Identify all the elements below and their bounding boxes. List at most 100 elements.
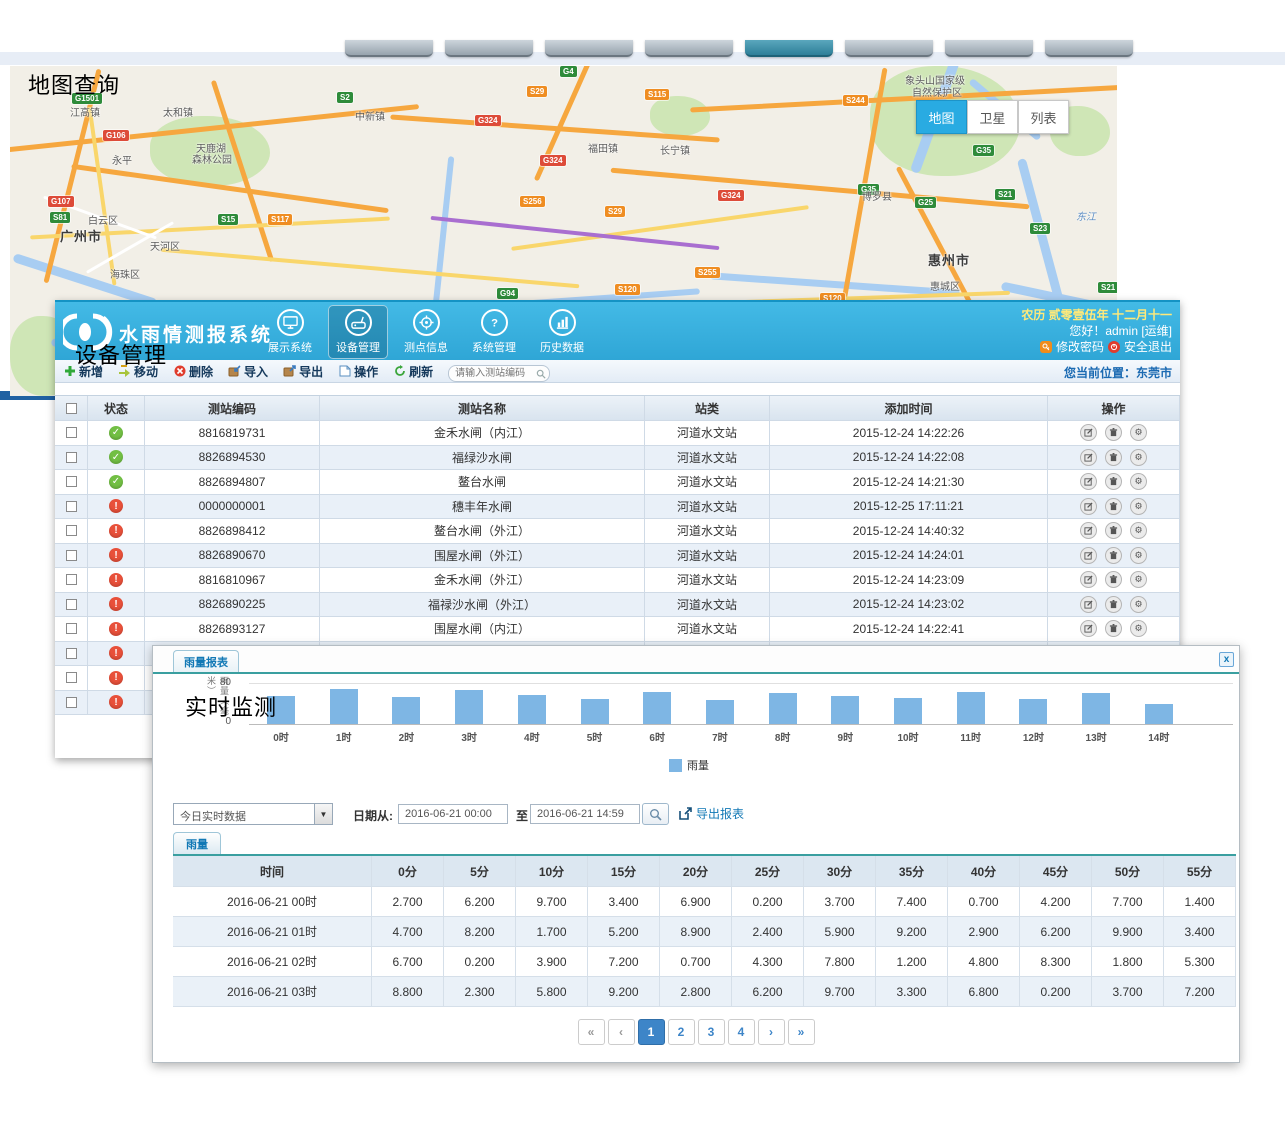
date-from-input[interactable]	[398, 804, 508, 824]
nav-item-测点信息[interactable]: 测点信息	[396, 305, 456, 359]
nav-item-设备管理[interactable]: 设备管理	[328, 305, 388, 359]
road-shield: S244	[843, 95, 868, 106]
close-icon[interactable]: x	[1219, 652, 1234, 667]
row-checkbox[interactable]	[65, 696, 77, 708]
delete-trash-icon[interactable]	[1105, 448, 1122, 466]
map-type-button-列表[interactable]: 列表	[1018, 100, 1069, 134]
page-nav-button[interactable]: »	[787, 1019, 815, 1045]
toolbar-删除-button[interactable]: 删除	[173, 363, 213, 380]
road-shield: S120	[615, 284, 640, 295]
page-nav-button[interactable]: ›	[757, 1019, 785, 1045]
row-checkbox[interactable]	[65, 525, 77, 537]
park-area	[650, 96, 710, 136]
bar-1时	[329, 688, 358, 724]
status-error-icon: !	[109, 621, 123, 636]
search-button[interactable]	[642, 803, 669, 825]
delete-trash-icon[interactable]	[1105, 522, 1122, 540]
edit-icon[interactable]	[1080, 620, 1097, 638]
settings-gear-icon[interactable]: ⚙	[1130, 497, 1147, 515]
settings-gear-icon[interactable]: ⚙	[1130, 620, 1147, 638]
edit-icon[interactable]	[1080, 473, 1097, 491]
row-checkbox[interactable]	[65, 549, 77, 561]
select-all-checkbox[interactable]	[65, 402, 77, 414]
user-greeting: 您好！admin [运维]	[1069, 324, 1172, 338]
nav-item-展示系统[interactable]: 展示系统	[260, 305, 320, 359]
y-tick-min: 0	[225, 716, 231, 727]
tab-rainfall-report[interactable]: 雨量报表	[173, 650, 239, 672]
row-checkbox[interactable]	[65, 476, 77, 488]
page-nav-button[interactable]: «	[577, 1019, 605, 1045]
row-checkbox[interactable]	[65, 598, 77, 610]
edit-icon[interactable]	[1080, 595, 1097, 613]
edit-icon[interactable]	[1080, 522, 1097, 540]
sub-tab-rainfall[interactable]: 雨量	[173, 832, 221, 854]
delete-trash-icon[interactable]	[1105, 620, 1122, 638]
map-type-button-地图[interactable]: 地图	[916, 100, 967, 134]
search-icon[interactable]	[536, 366, 546, 384]
toolbar-新增-button[interactable]: 新增	[63, 363, 103, 380]
settings-gear-icon[interactable]: ⚙	[1130, 546, 1147, 564]
realtime-monitor-window: 雨量报表 x 雨量（毫米） 80 0 0时 1时 2时 3时 4时 5时 6时 7时 8时 9时 1…	[152, 645, 1240, 1063]
row-checkbox[interactable]	[65, 500, 77, 512]
station-code-cell: 8816819731	[145, 421, 320, 445]
delete-trash-icon[interactable]	[1105, 571, 1122, 589]
dataset-select[interactable]: 今日实时数据 ▼	[173, 803, 333, 825]
export-report-link[interactable]: 导出报表	[679, 805, 744, 822]
station-type-cell: 河道水文站	[645, 519, 770, 543]
settings-gear-icon[interactable]: ⚙	[1130, 522, 1147, 540]
delete-trash-icon[interactable]	[1105, 595, 1122, 613]
status-cell: !	[88, 519, 145, 543]
edit-icon[interactable]	[1080, 424, 1097, 442]
chevron-down-icon[interactable]: ▼	[314, 804, 332, 824]
status-cell: !	[88, 641, 145, 665]
station-name-cell: 鳌台水闸	[320, 470, 645, 494]
row-checkbox[interactable]	[65, 647, 77, 659]
settings-gear-icon[interactable]: ⚙	[1130, 571, 1147, 589]
toolbar-刷新-button[interactable]: 刷新	[393, 363, 433, 380]
x-tick-label: 13时	[1085, 733, 1107, 744]
rain-value-cell: 6.200	[732, 977, 804, 1006]
operate-icon	[338, 365, 351, 378]
map-type-button-卫星[interactable]: 卫星	[967, 100, 1018, 134]
change-password-link[interactable]: 修改密码	[1055, 340, 1104, 354]
page-button-3[interactable]: 3	[697, 1019, 725, 1045]
date-to-input[interactable]	[530, 804, 640, 824]
row-checkbox[interactable]	[65, 451, 77, 463]
rain-time-cell: 2016-06-21 02时	[173, 947, 372, 976]
status-error-icon: !	[109, 670, 123, 685]
page-button-4[interactable]: 4	[727, 1019, 755, 1045]
row-checkbox[interactable]	[65, 574, 77, 586]
status-cell: ✓	[88, 470, 145, 494]
nav-item-历史数据[interactable]: 历史数据	[532, 305, 592, 359]
row-checkbox[interactable]	[65, 623, 77, 635]
settings-gear-icon[interactable]: ⚙	[1130, 595, 1147, 613]
map-place-label: 象头山国家级	[905, 76, 965, 87]
row-checkbox[interactable]	[65, 427, 77, 439]
settings-gear-icon[interactable]: ⚙	[1130, 424, 1147, 442]
delete-trash-icon[interactable]	[1105, 546, 1122, 564]
edit-icon[interactable]	[1080, 448, 1097, 466]
edit-icon[interactable]	[1080, 497, 1097, 515]
date-from-label: 日期从:	[353, 809, 393, 823]
nav-item-系统管理[interactable]: ? 系统管理	[464, 305, 524, 359]
toolbar-操作-button[interactable]: 操作	[338, 363, 378, 380]
delete-trash-icon[interactable]	[1105, 424, 1122, 442]
station-search-input[interactable]	[448, 364, 551, 382]
settings-gear-icon[interactable]: ⚙	[1130, 448, 1147, 466]
delete-trash-icon[interactable]	[1105, 473, 1122, 491]
edit-icon[interactable]	[1080, 546, 1097, 564]
settings-gear-icon[interactable]: ⚙	[1130, 473, 1147, 491]
row-checkbox[interactable]	[65, 672, 77, 684]
edit-icon[interactable]	[1080, 571, 1097, 589]
toolbar-移动-button[interactable]: 移动	[118, 363, 158, 380]
status-cell: !	[88, 543, 145, 567]
filter-row: 今日实时数据 ▼ 日期从: 至 导出报表	[153, 801, 1239, 829]
rain-value-cell: 0.200	[732, 887, 804, 916]
page-button-2[interactable]: 2	[667, 1019, 695, 1045]
toolbar-导入-button[interactable]: 导入	[228, 363, 268, 380]
toolbar-导出-button[interactable]: 导出	[283, 363, 323, 380]
delete-trash-icon[interactable]	[1105, 497, 1122, 515]
logout-link[interactable]: 安全退出	[1123, 340, 1172, 354]
page-button-1[interactable]: 1	[637, 1019, 665, 1045]
page-nav-button[interactable]: ‹	[607, 1019, 635, 1045]
